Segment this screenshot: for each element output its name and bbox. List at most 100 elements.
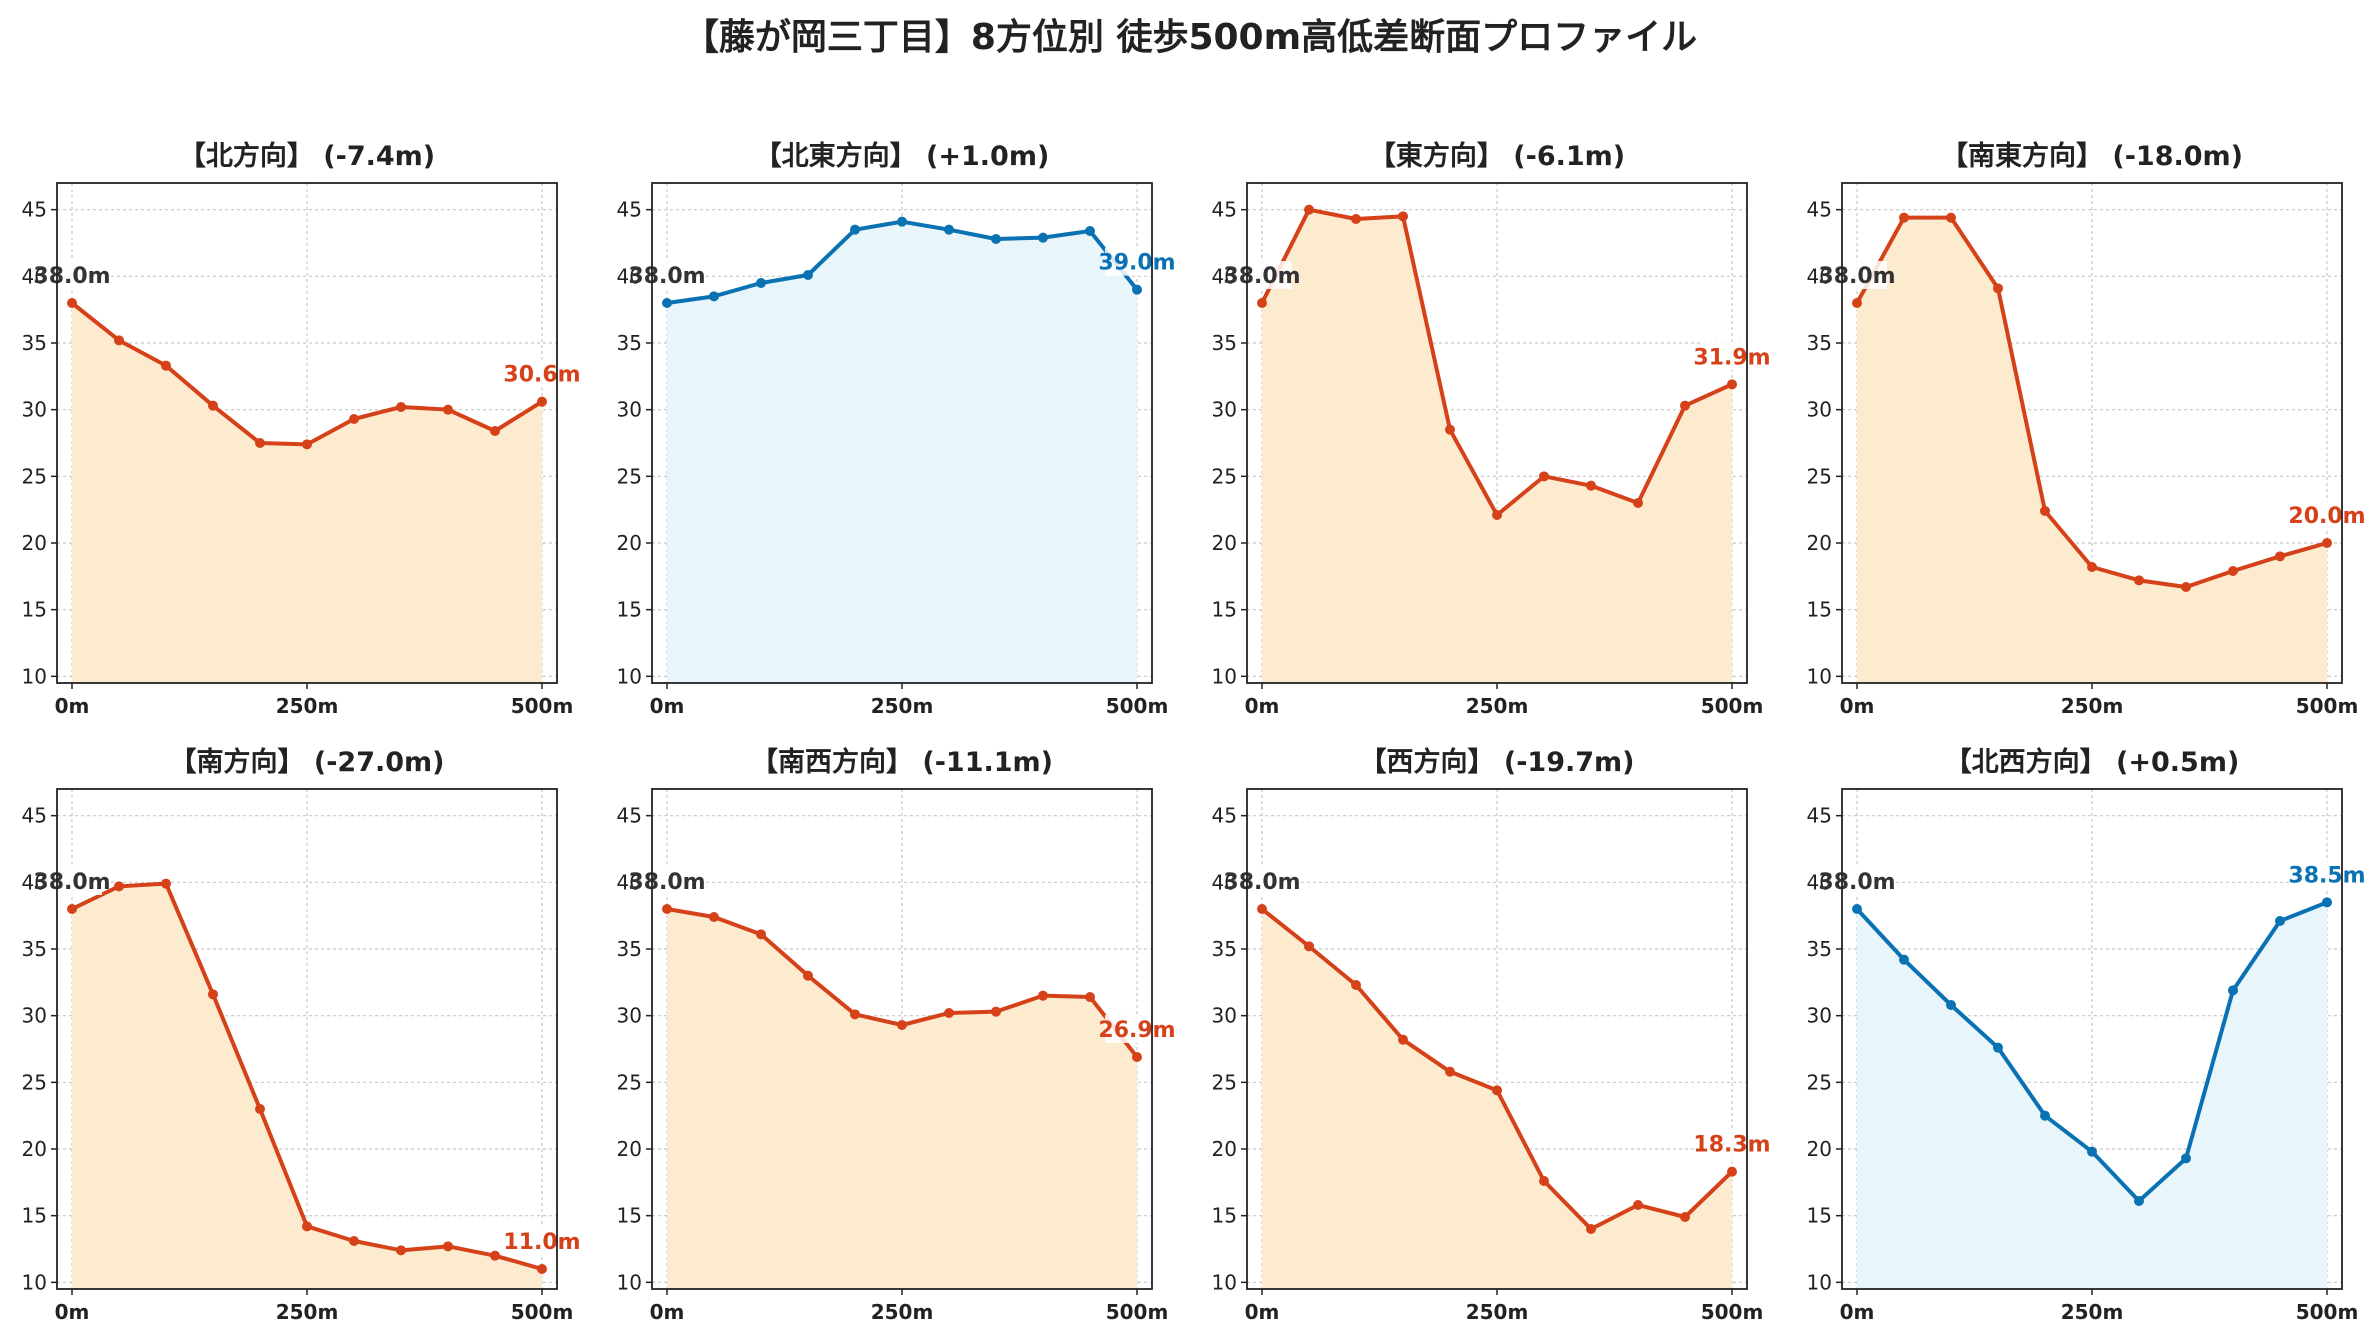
x-tick-label: 0m: [1840, 694, 1875, 718]
area-fill: [72, 303, 542, 683]
data-point: [2087, 1146, 2097, 1157]
data-point: [662, 904, 672, 914]
plot-frame: [651, 788, 1153, 1290]
x-tick-label: 500m: [1701, 694, 1764, 718]
data-point: [1445, 424, 1455, 435]
x-tick-label: 0m: [650, 1300, 685, 1324]
x-tick-label: 250m: [871, 1300, 934, 1324]
end-label: 18.3m: [1693, 1133, 1770, 1158]
plot-frame: [1841, 182, 2343, 684]
data-point: [349, 414, 359, 424]
data-point: [161, 878, 171, 889]
data-point: [1993, 283, 2003, 294]
data-point: [803, 270, 813, 280]
y-tick-label: 20: [617, 1137, 642, 1161]
y-tick-label: 35: [1212, 331, 1237, 355]
data-point: [208, 400, 218, 411]
y-tick-label: 20: [1807, 531, 1832, 555]
start-label-bg: [1827, 261, 1887, 289]
y-tick-label: 35: [22, 937, 47, 961]
data-point: [2134, 1196, 2144, 1206]
subplot-title: 【北西方向】 (+0.5m): [1945, 746, 2240, 778]
data-point: [2040, 506, 2050, 516]
data-point: [255, 438, 265, 448]
y-tick-label: 30: [1212, 398, 1237, 422]
data-point: [756, 929, 766, 940]
data-point: [1993, 1042, 2003, 1053]
y-tick-label: 20: [1212, 1137, 1237, 1161]
data-point: [1586, 1224, 1596, 1234]
x-tick-label: 0m: [55, 1300, 90, 1324]
area-fill: [1262, 909, 1732, 1289]
x-tick-label: 250m: [2061, 694, 2124, 718]
area-fill: [1857, 902, 2327, 1289]
x-tick-label: 0m: [1840, 1300, 1875, 1324]
data-point: [1132, 1052, 1142, 1062]
data-point: [897, 1020, 907, 1030]
area-fill: [1857, 217, 2327, 683]
y-tick-label: 35: [1212, 937, 1237, 961]
end-label-bg: [1105, 247, 1169, 276]
data-point: [537, 1264, 547, 1274]
y-tick-label: 30: [22, 1004, 47, 1028]
y-tick-label: 25: [22, 464, 47, 488]
x-tick-label: 0m: [1245, 694, 1280, 718]
data-point: [2275, 551, 2285, 562]
y-tick-label: 30: [1807, 1004, 1832, 1028]
subplot-title: 【北東方向】 (+1.0m): [755, 140, 1050, 172]
plot-frame: [56, 182, 558, 684]
x-tick-label: 500m: [1701, 1300, 1764, 1324]
end-label: 26.9m: [1098, 1018, 1175, 1043]
plot-frame: [1246, 182, 1748, 684]
x-tick-label: 500m: [511, 1300, 574, 1324]
area-fill: [667, 221, 1137, 683]
x-tick-label: 250m: [1466, 1300, 1529, 1324]
end-label: 20.0m: [2288, 504, 2365, 529]
end-label-bg: [2295, 501, 2359, 529]
plot-frame: [1841, 788, 2343, 1290]
y-tick-label: 15: [617, 598, 642, 622]
data-point: [537, 396, 547, 407]
x-tick-label: 500m: [2296, 694, 2359, 718]
data-point: [1038, 990, 1048, 1001]
data-point: [255, 1104, 265, 1114]
data-point: [1085, 226, 1095, 236]
end-label-bg: [510, 359, 574, 388]
start-label: 38.0m: [628, 264, 705, 289]
data-point: [944, 224, 954, 235]
subplot-title: 【南東方向】 (-18.0m): [1941, 140, 2243, 172]
data-point: [443, 1241, 453, 1252]
y-tick-label: 20: [22, 531, 47, 555]
data-point: [1257, 298, 1267, 308]
data-point: [1351, 980, 1361, 990]
data-point: [490, 426, 500, 436]
data-point: [396, 402, 406, 412]
data-point: [897, 216, 907, 227]
start-label-bg: [637, 261, 697, 289]
area-fill: [1262, 209, 1732, 683]
y-tick-label: 25: [1212, 1070, 1237, 1094]
y-tick-label: 15: [22, 598, 47, 622]
y-tick-label: 15: [1807, 598, 1832, 622]
x-tick-label: 250m: [871, 694, 934, 718]
end-label: 30.6m: [503, 363, 580, 388]
x-tick-label: 500m: [2296, 1300, 2359, 1324]
x-tick-label: 500m: [1106, 1300, 1169, 1324]
data-point: [709, 912, 719, 922]
end-label: 31.9m: [1693, 345, 1770, 370]
data-point: [1946, 1000, 1956, 1010]
data-point: [1132, 284, 1142, 295]
start-label-bg: [1232, 261, 1292, 289]
data-point: [756, 278, 766, 288]
data-point: [991, 1006, 1001, 1017]
start-label: 38.0m: [1818, 870, 1895, 895]
data-point: [850, 1009, 860, 1020]
data-point: [1680, 1212, 1690, 1222]
plot-frame: [651, 182, 1153, 684]
data-point: [490, 1250, 500, 1261]
subplot-title: 【北方向】 (-7.4m): [179, 140, 435, 172]
y-tick-label: 15: [22, 1204, 47, 1228]
start-label-bg: [1232, 867, 1292, 895]
